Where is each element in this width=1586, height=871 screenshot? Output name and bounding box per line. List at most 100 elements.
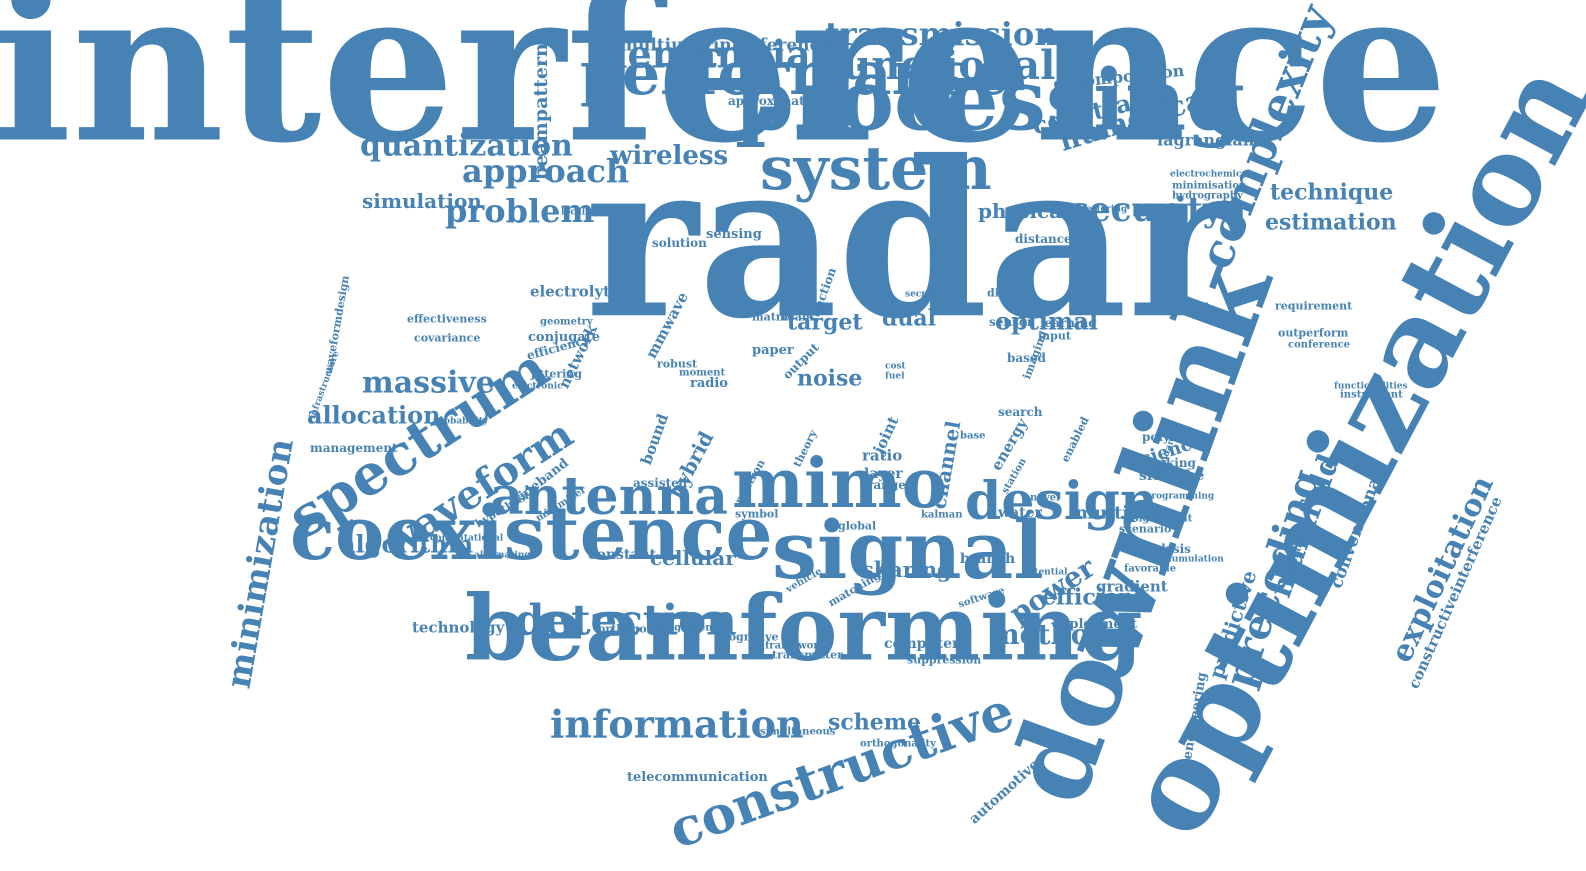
word-riemannian: riemannian (593, 31, 839, 77)
word-accumulation: accumulation (1155, 554, 1224, 565)
word-security: security (1070, 190, 1223, 231)
word-transmission: transmission (825, 14, 1058, 53)
word-transmitter: transmitter (772, 648, 843, 662)
word-functionalities: functionalities (1334, 381, 1408, 392)
word-detection: detection (515, 595, 737, 645)
word-scheme: scheme (828, 709, 922, 736)
word-localization: localization (561, 207, 620, 218)
word-probability: probability (433, 416, 489, 427)
word-ratio: ratio (862, 446, 903, 465)
word-effectiveness: effectiveness (407, 312, 487, 326)
word-problem: problem (445, 191, 595, 230)
word-suppression: suppression (907, 653, 982, 667)
word-hydrography: hydrography (1172, 190, 1243, 202)
word-based: based (1007, 350, 1046, 365)
word-electronic: electronic (512, 381, 563, 392)
word-potential: potential (1022, 567, 1068, 578)
word-signal: signal (772, 503, 1044, 597)
word-water: water (998, 505, 1042, 522)
word-global: global (838, 519, 877, 533)
word-polymer: polymer (1142, 429, 1197, 444)
word-radio: radio (690, 375, 728, 391)
word-programming: programming (1145, 491, 1215, 502)
word-framework: framework (765, 640, 826, 652)
word-electrolyte: electrolyte (530, 282, 620, 301)
word-requirement: requirement (1275, 299, 1353, 313)
word-secrecy: secrecy (905, 289, 943, 300)
word-conference: conference (1288, 339, 1351, 351)
word-result: result (880, 303, 923, 319)
word-alignment: alignment (660, 622, 718, 634)
word-novel: novel (1030, 492, 1060, 504)
word-learning: learning (1040, 315, 1097, 330)
word-covariance: covariance (414, 331, 481, 345)
word-gradient: gradient (1096, 577, 1168, 596)
word-tracking: tracking (1139, 455, 1196, 470)
word-moment: moment (679, 367, 726, 379)
word-minimisation: minimisation (1172, 180, 1247, 192)
word-information: information (550, 701, 804, 747)
word-deployment: deployment (1052, 616, 1138, 632)
word-coexistence: coexistence (290, 491, 773, 578)
word-performance: performance (580, 39, 1010, 109)
word-enabled: enabled (1058, 414, 1092, 465)
word-cognitive: cognitive (722, 630, 779, 644)
word-outperform: outperform (1278, 326, 1349, 340)
word-optimal: optimal (995, 306, 1099, 336)
word-alternating: alternating (474, 550, 531, 561)
word-significant: significant (1133, 513, 1193, 525)
word-instrument: instrument (1340, 389, 1403, 401)
word-wireless: wireless (610, 140, 729, 171)
word-telecommunication: telecommunication (627, 769, 768, 785)
word-geometry: geometry (540, 316, 593, 328)
word-efficient: efficient (1042, 584, 1145, 611)
word-lagrangian: lagrangian (1157, 130, 1255, 150)
word-management: management (310, 440, 398, 455)
word-simultaneous: simultaneous (760, 726, 836, 738)
word-estimation: estimation (1265, 209, 1397, 236)
word-quantization: quantization (360, 128, 573, 164)
word-solution: solution (652, 235, 707, 250)
word-antenna: antenna (490, 465, 728, 527)
word-input: input (1038, 329, 1071, 343)
word-cellular: cellular (650, 546, 736, 570)
word-processing: processing (735, 50, 1245, 150)
word-layer: layer (864, 466, 903, 483)
word-simulation: simulation (362, 189, 482, 213)
word-method: method (990, 618, 1109, 652)
word-symbol: symbol (735, 507, 779, 521)
word-mimo: mimo (732, 444, 948, 525)
word-computational: computational (430, 533, 504, 544)
word-digital: digital (987, 286, 1028, 300)
word-conjugate: conjugate (528, 329, 600, 345)
word-analysis: analysis (1137, 541, 1191, 556)
word-algorithm: algorithm (340, 529, 474, 559)
word-computer: computer (884, 636, 960, 653)
word-technology: technology (412, 618, 505, 637)
word-beamforming: beamforming (465, 575, 1143, 682)
word-search: search (998, 404, 1043, 419)
word-branch: branch (960, 551, 1016, 568)
word-bound: bound (637, 411, 673, 468)
word-favorable: favorable (1124, 563, 1177, 575)
word-interference: interference (0, 0, 1449, 190)
word-constant: constant (588, 547, 657, 564)
word-robust: robust (657, 357, 698, 371)
word-noise: noise (797, 365, 863, 392)
word-physical: physical (978, 199, 1070, 223)
word-matrix: matrix (752, 310, 793, 324)
word-range: range (867, 477, 906, 492)
word-dual: dual (882, 305, 936, 332)
word-multiuserinterference: multiuserinterference (620, 35, 831, 56)
word-sensing: sensing (706, 226, 762, 242)
word-allocation: allocation (307, 400, 441, 430)
word-orthogonal: orthogonal (598, 622, 666, 636)
word-base: base (960, 430, 986, 442)
word-approach: approach (462, 151, 630, 190)
word-approximation: approximation (728, 93, 826, 108)
word-interfering: interfering (1072, 204, 1128, 215)
word-assisted: assisted (633, 475, 688, 490)
word-beam: beam (780, 310, 814, 324)
word-electrochemical: electrochemical (1170, 169, 1251, 180)
